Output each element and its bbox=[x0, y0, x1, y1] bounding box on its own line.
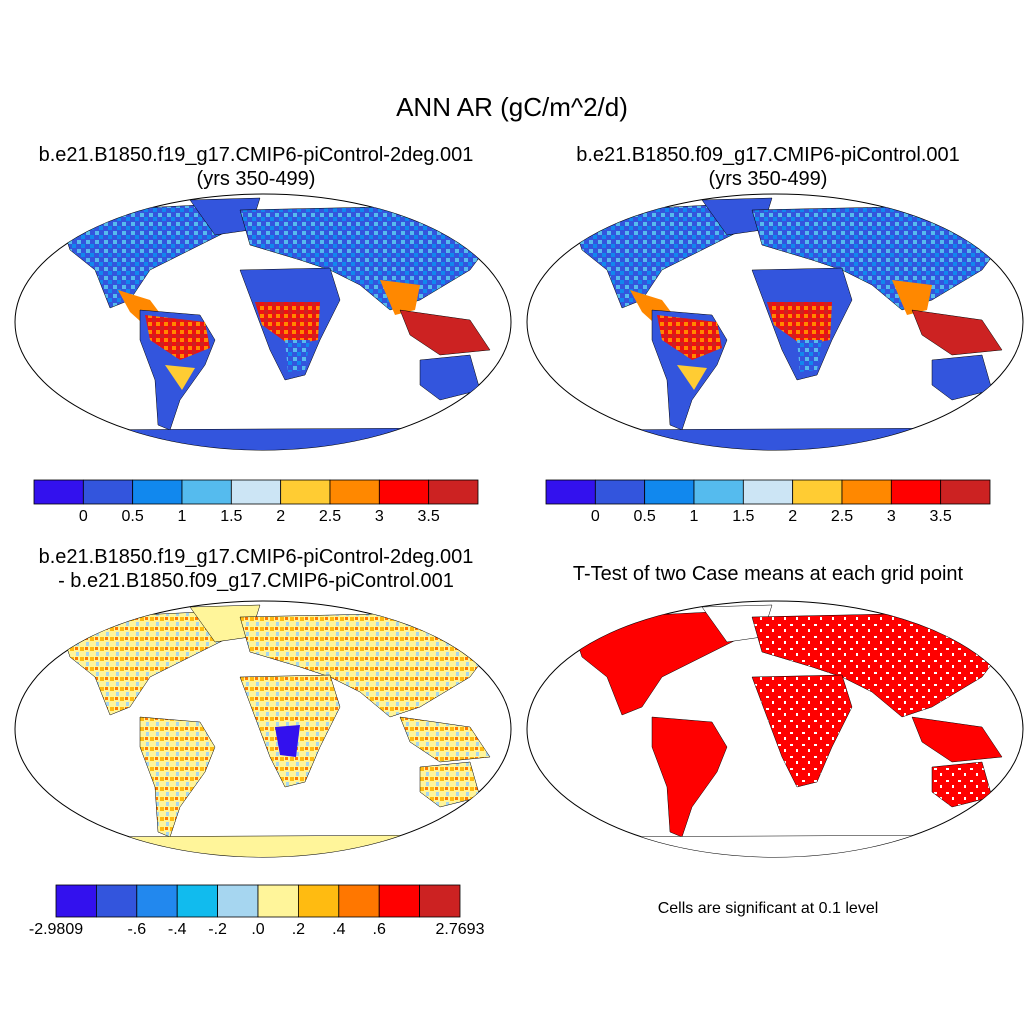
colorbar-panel-1: 0 0.5 1 1.5 2 2.5 3 3.5 bbox=[33, 479, 479, 525]
colorbar-tick-label: 3.5 bbox=[930, 508, 952, 525]
colorbar-swatch bbox=[338, 884, 380, 918]
colorbar-swatch bbox=[545, 479, 596, 505]
panel3-title-line2: - b.e21.B1850.f09_g17.CMIP6-piControl.00… bbox=[58, 570, 454, 592]
figure-title: ANN AR (gC/m^2/d) bbox=[396, 92, 628, 122]
colorbar-tick-label: 3 bbox=[375, 508, 384, 525]
colorbar-swatch bbox=[792, 479, 843, 505]
colorbar-swatch bbox=[428, 479, 479, 505]
colorbar-tick-label: 2 bbox=[276, 508, 285, 525]
colorbar-swatch bbox=[378, 884, 421, 918]
colorbar-swatch bbox=[96, 884, 138, 918]
colorbar-swatch bbox=[742, 479, 794, 505]
colorbar-swatch bbox=[230, 479, 282, 505]
colorbar-tick-label: .6 bbox=[373, 921, 386, 935]
colorbar-tick-label: 3 bbox=[887, 508, 896, 525]
colorbar-swatch bbox=[297, 884, 340, 918]
map-panel-2 bbox=[526, 193, 1024, 451]
colorbar-swatch bbox=[82, 479, 134, 505]
colorbar-swatch bbox=[890, 479, 942, 505]
colorbar-swatch bbox=[329, 479, 380, 505]
colorbar-tick-label: -.2 bbox=[208, 921, 227, 935]
colorbar-swatch bbox=[693, 479, 744, 505]
colorbar-swatch bbox=[33, 479, 84, 505]
colorbar-swatch bbox=[378, 479, 430, 505]
colorbar-tick-label: .2 bbox=[292, 921, 305, 935]
colorbar-swatch bbox=[132, 479, 183, 505]
colorbar-tick-label: 0.5 bbox=[634, 508, 656, 525]
colorbar-tick-label: 1 bbox=[178, 508, 187, 525]
panel2-title-line2: (yrs 350-499) bbox=[708, 168, 828, 190]
map-panel-3 bbox=[14, 600, 512, 858]
colorbar-swatch bbox=[217, 884, 259, 918]
panel1-title-line2: (yrs 350-499) bbox=[196, 168, 316, 190]
colorbar-tick-label: .0 bbox=[251, 921, 264, 935]
colorbar-swatch bbox=[176, 884, 218, 918]
colorbar-tick-label: -2.9809 bbox=[29, 921, 83, 935]
panel2-title: b.e21.B1850.f09_g17.CMIP6-piControl.001 … bbox=[512, 143, 1024, 191]
colorbar-swatch bbox=[594, 479, 646, 505]
colorbar-tick-label: -.6 bbox=[127, 921, 146, 935]
panel4-title: T-Test of two Case means at each grid po… bbox=[572, 563, 964, 585]
colorbar-swatch bbox=[841, 479, 892, 505]
colorbar-tick-label: 3.5 bbox=[418, 508, 440, 525]
colorbar-tick-label: -.4 bbox=[168, 921, 187, 935]
colorbar-tick-label: 2.5 bbox=[319, 508, 341, 525]
panel2-title-line1: b.e21.B1850.f09_g17.CMIP6-piControl.001 bbox=[576, 144, 960, 166]
colorbar-swatch bbox=[55, 884, 97, 918]
colorbar-tick-label: 2.5 bbox=[831, 508, 853, 525]
colorbar-panel-3: -2.9809 -.6 -.4 -.2 .0 .2 .4 .6 2.7693 bbox=[29, 884, 485, 935]
colorbar-tick-label: 1 bbox=[690, 508, 699, 525]
land-field bbox=[571, 197, 1013, 450]
panel3-title-line1: b.e21.B1850.f19_g17.CMIP6-piControl-2deg… bbox=[38, 546, 474, 568]
colorbar-swatch bbox=[419, 884, 461, 918]
colorbar-tick-label: 0 bbox=[79, 508, 88, 525]
panel1-title-line1: b.e21.B1850.f19_g17.CMIP6-piControl-2deg… bbox=[38, 144, 474, 166]
land-field bbox=[59, 197, 501, 450]
colorbar-tick-label: 0.5 bbox=[122, 508, 144, 525]
colorbar-swatch bbox=[280, 479, 331, 505]
colorbar-panel-2: 0 0.5 1 1.5 2 2.5 3 3.5 bbox=[545, 479, 991, 525]
significance-note: Cells are significant at 0.1 level bbox=[657, 900, 879, 917]
colorbar-swatch bbox=[940, 479, 991, 505]
map-panel-1 bbox=[14, 193, 512, 451]
colorbar-swatch bbox=[644, 479, 695, 505]
colorbar-tick-label: 1.5 bbox=[732, 508, 754, 525]
colorbar-swatch bbox=[257, 884, 299, 918]
map-panel-4 bbox=[526, 600, 1024, 858]
colorbar-tick-label: .4 bbox=[332, 921, 345, 935]
colorbar-tick-label: 2 bbox=[788, 508, 797, 525]
panel3-title: b.e21.B1850.f19_g17.CMIP6-piControl-2deg… bbox=[0, 545, 512, 593]
colorbar-tick-label: 1.5 bbox=[220, 508, 242, 525]
colorbar-tick-label: 0 bbox=[591, 508, 600, 525]
colorbar-tick-label: 2.7693 bbox=[436, 921, 485, 935]
colorbar-swatch bbox=[181, 479, 232, 505]
panel1-title: b.e21.B1850.f19_g17.CMIP6-piControl-2deg… bbox=[0, 143, 512, 191]
colorbar-swatch bbox=[136, 884, 178, 918]
